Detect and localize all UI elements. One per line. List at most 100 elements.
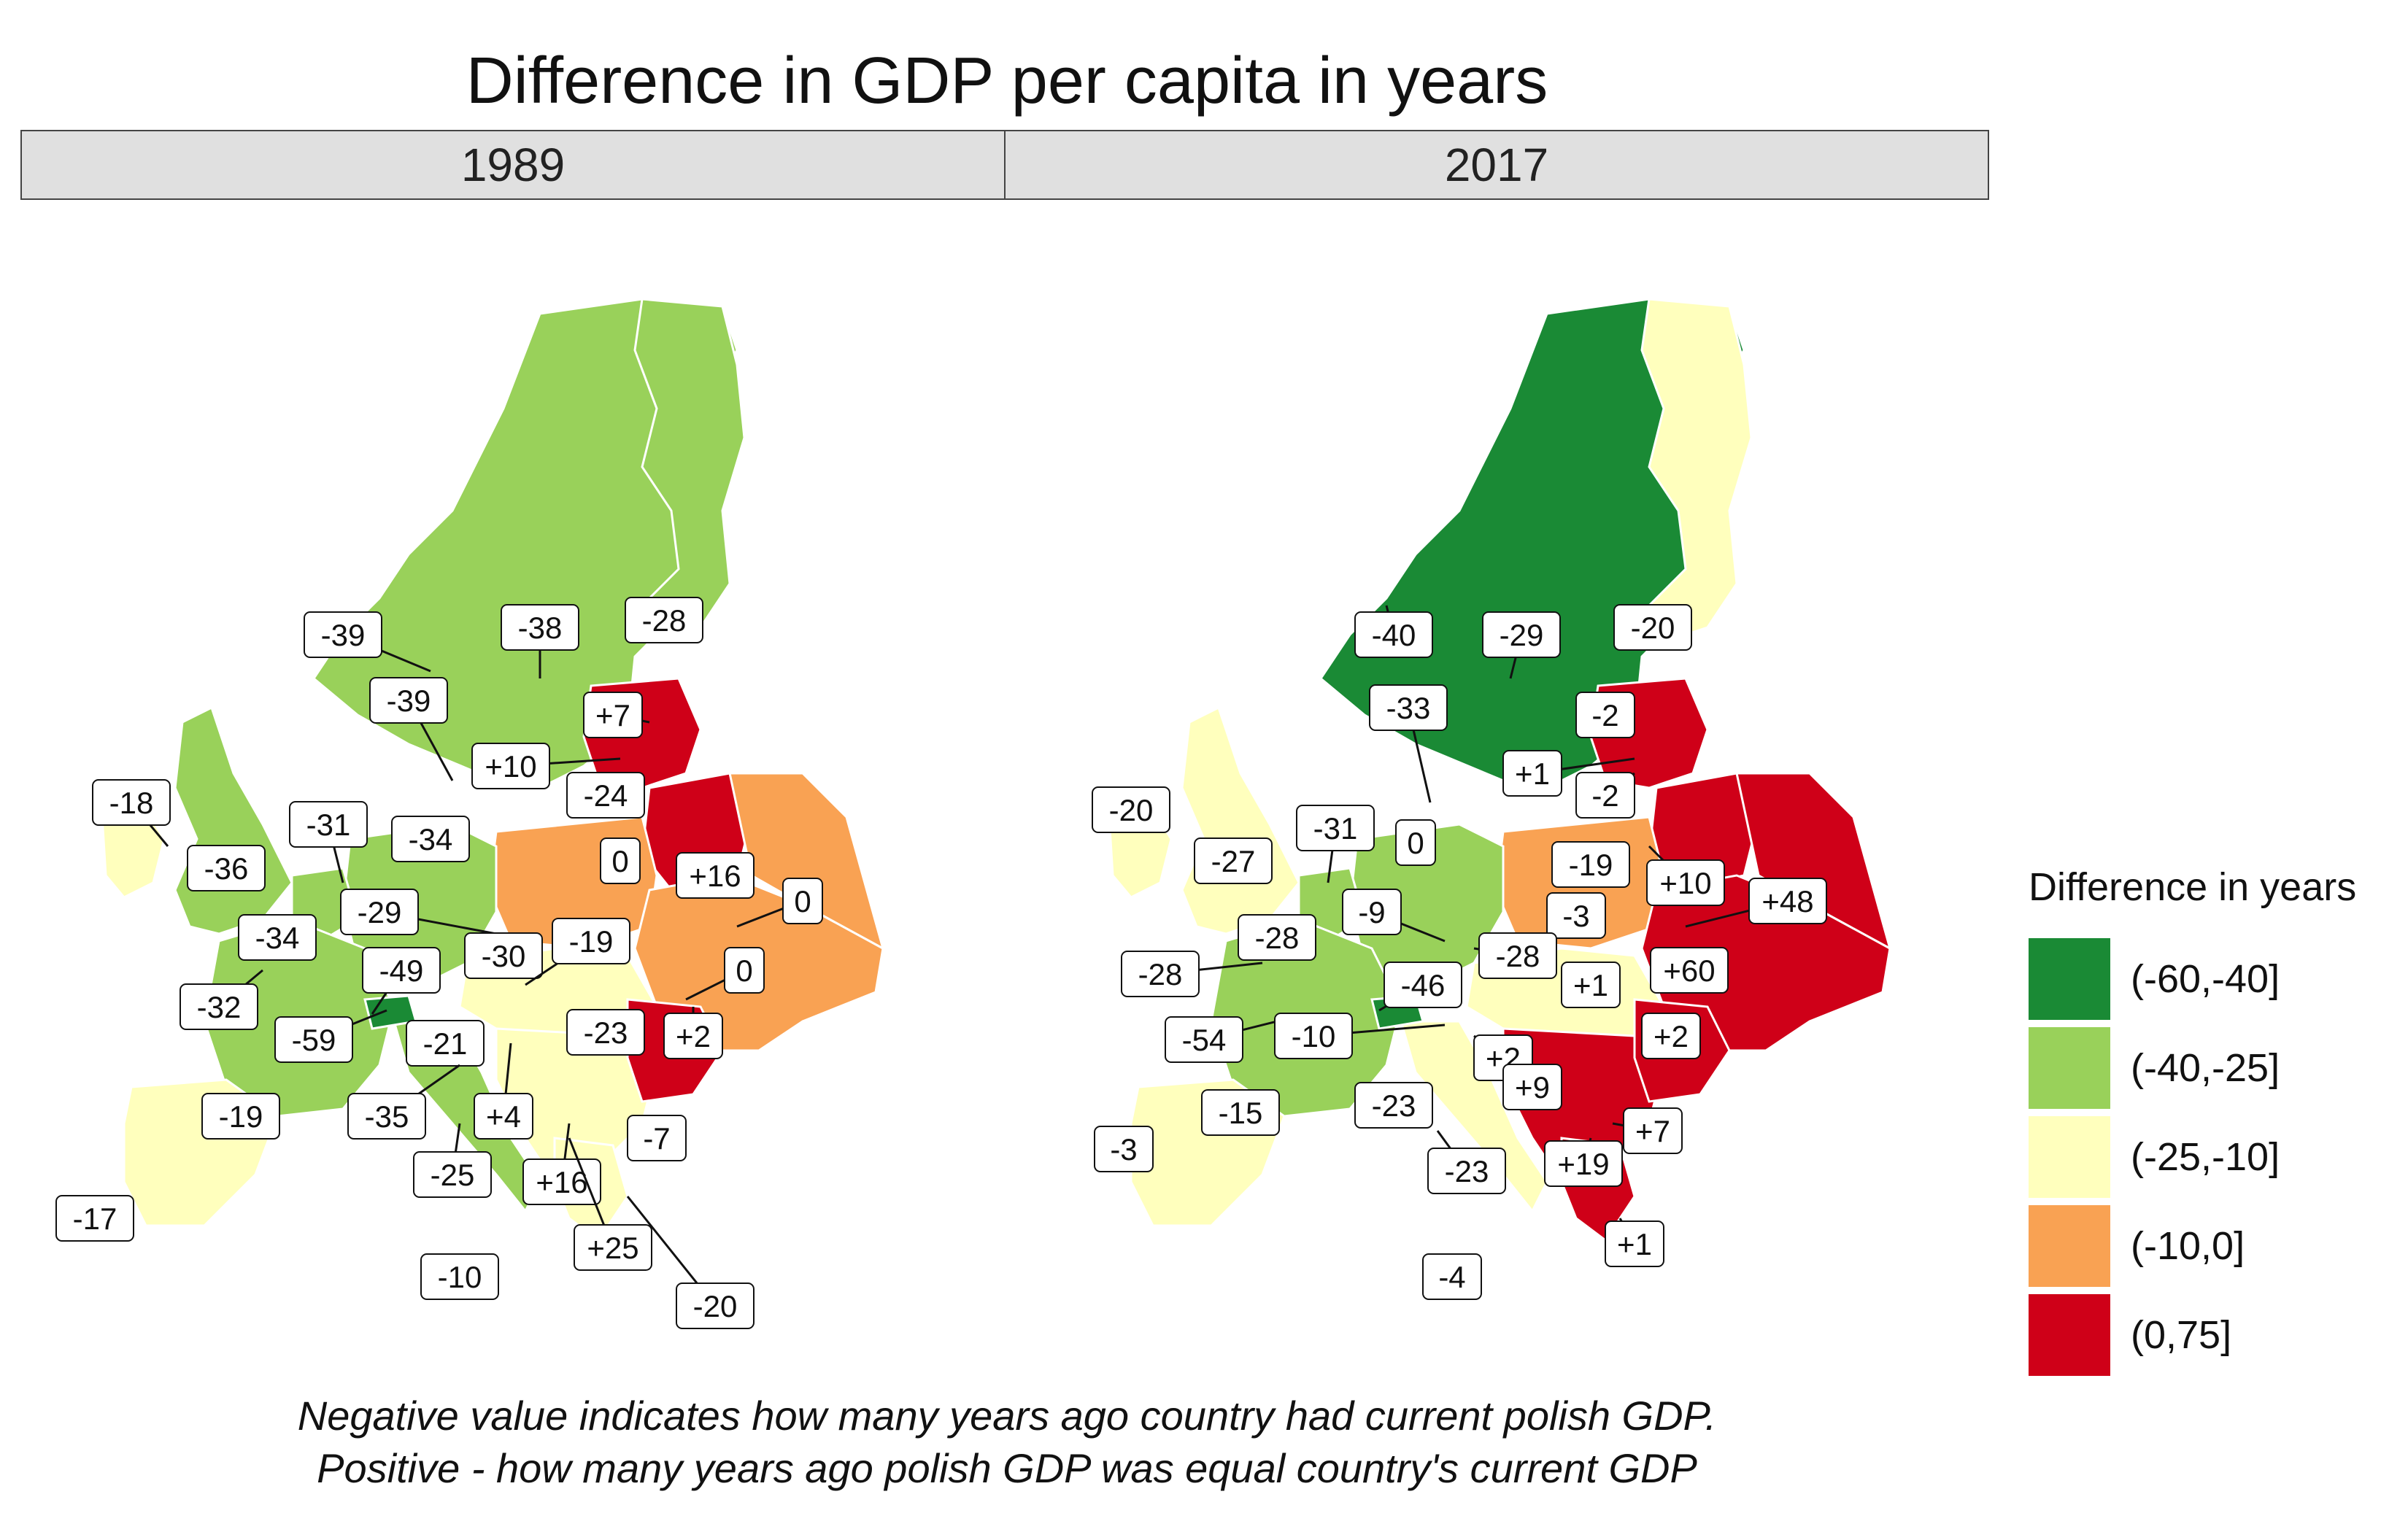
value-label: -23 (1445, 1154, 1489, 1188)
value-label: -23 (584, 1015, 628, 1050)
legend-item: (-60,-40] (2029, 935, 2408, 1024)
value-label: +7 (595, 698, 630, 732)
value-label-box (1544, 1140, 1623, 1187)
value-label: -19 (219, 1099, 263, 1134)
legend-swatch (2029, 1205, 2110, 1287)
value-label: +10 (485, 749, 536, 784)
value-label-box (663, 1013, 723, 1059)
facet-label: 1989 (460, 139, 566, 191)
legend: Difference in years (-60,-40] (-40,-25] … (2029, 864, 2408, 1380)
legend-label: (-10,0] (2131, 1224, 2245, 1268)
legend-label: (-25,-10] (2131, 1135, 2280, 1179)
legend-title: Difference in years (2029, 865, 2357, 909)
legend-item: (-40,-25] (2029, 1024, 2408, 1113)
value-label-box (1395, 819, 1436, 866)
value-label-box (1650, 947, 1729, 994)
value-label: -54 (1182, 1023, 1227, 1057)
legend-item: (-10,0] (2029, 1202, 2408, 1291)
value-label-box (1296, 805, 1375, 851)
map-title: Difference in GDP per capita in years (466, 45, 1548, 117)
value-label: -21 (423, 1026, 468, 1061)
value-label: -9 (1358, 895, 1385, 929)
facet-label: 2017 (1444, 139, 1549, 191)
value-label-box (782, 878, 823, 924)
legend-item: (0,75] (2029, 1291, 2408, 1380)
legend-swatch (2029, 1116, 2110, 1198)
value-label-box (406, 1020, 485, 1067)
caption-line-1: Negative value indicates how many years … (297, 1393, 1717, 1439)
value-label: -30 (482, 939, 526, 973)
value-label: -38 (518, 611, 563, 645)
value-label-box (1502, 1064, 1562, 1110)
value-label: -32 (197, 990, 242, 1024)
value-label: -28 (1496, 939, 1540, 973)
value-label: -39 (387, 684, 431, 718)
value-label: -28 (1138, 957, 1183, 991)
value-label: -28 (642, 603, 687, 638)
value-label: -7 (643, 1121, 670, 1156)
value-label: +2 (676, 1019, 711, 1053)
value-label: -10 (438, 1260, 482, 1294)
value-label: -33 (1386, 691, 1431, 725)
value-label-box (1623, 1107, 1683, 1154)
value-label-box (552, 918, 630, 964)
value-label-box (1194, 837, 1273, 884)
value-label-box (566, 772, 645, 819)
value-label-box (180, 983, 258, 1030)
value-label-box (724, 947, 765, 994)
value-label-box (1546, 892, 1606, 939)
value-label: +16 (536, 1165, 587, 1199)
facet-strip-1989: 1989 (20, 130, 1006, 200)
caption: Negative value indicates how many years … (0, 1390, 2014, 1495)
value-label-box (92, 779, 171, 826)
value-label-box (1427, 1148, 1506, 1194)
value-label: -3 (1562, 899, 1589, 933)
value-label-box (1478, 932, 1557, 979)
value-label: -34 (409, 822, 453, 856)
value-label: +19 (1557, 1147, 1609, 1181)
legend-label: (-40,-25] (2131, 1046, 2280, 1090)
value-label: -31 (306, 808, 351, 842)
value-label-box (304, 611, 382, 658)
value-label-box (464, 932, 543, 979)
value-label-box (676, 1283, 755, 1329)
value-label-box (238, 914, 317, 961)
value-label-box (187, 845, 266, 891)
value-label-box (1641, 1013, 1701, 1059)
legend-label: (0,75] (2131, 1313, 2232, 1357)
value-label: -2 (1591, 778, 1618, 813)
value-label: +7 (1635, 1114, 1670, 1148)
value-label: -27 (1211, 844, 1256, 878)
value-label-box (1092, 786, 1170, 833)
value-label-box (1201, 1089, 1280, 1136)
value-label: +10 (1659, 866, 1711, 900)
value-label: -20 (1109, 793, 1154, 827)
value-label: -49 (379, 953, 424, 988)
value-label-box (1342, 889, 1402, 935)
value-label-box (1551, 841, 1630, 888)
legend-swatch (2029, 1294, 2110, 1376)
value-label: +1 (1617, 1227, 1652, 1261)
country-region (174, 706, 293, 935)
value-label-box (362, 947, 441, 994)
value-label: +60 (1663, 953, 1715, 988)
value-label: -17 (73, 1202, 117, 1236)
legend-label: (-60,-40] (2131, 957, 2280, 1001)
value-label-box (1605, 1220, 1664, 1267)
value-label-box (1238, 914, 1316, 961)
value-label-box (420, 1253, 499, 1300)
value-label: -25 (431, 1158, 475, 1192)
legend-swatch (2029, 1027, 2110, 1109)
value-label-box (1274, 1013, 1353, 1059)
value-label: -59 (292, 1023, 336, 1057)
value-label-box (55, 1195, 134, 1242)
value-label-box (501, 604, 579, 651)
value-label: -4 (1438, 1260, 1465, 1294)
value-label-box (1575, 692, 1635, 738)
legend-swatch (2029, 938, 2110, 1020)
value-label-box (1094, 1126, 1154, 1172)
value-label: -2 (1591, 698, 1618, 732)
country-region (1181, 706, 1300, 935)
value-label-box (566, 1009, 645, 1056)
value-label: +9 (1515, 1070, 1550, 1104)
